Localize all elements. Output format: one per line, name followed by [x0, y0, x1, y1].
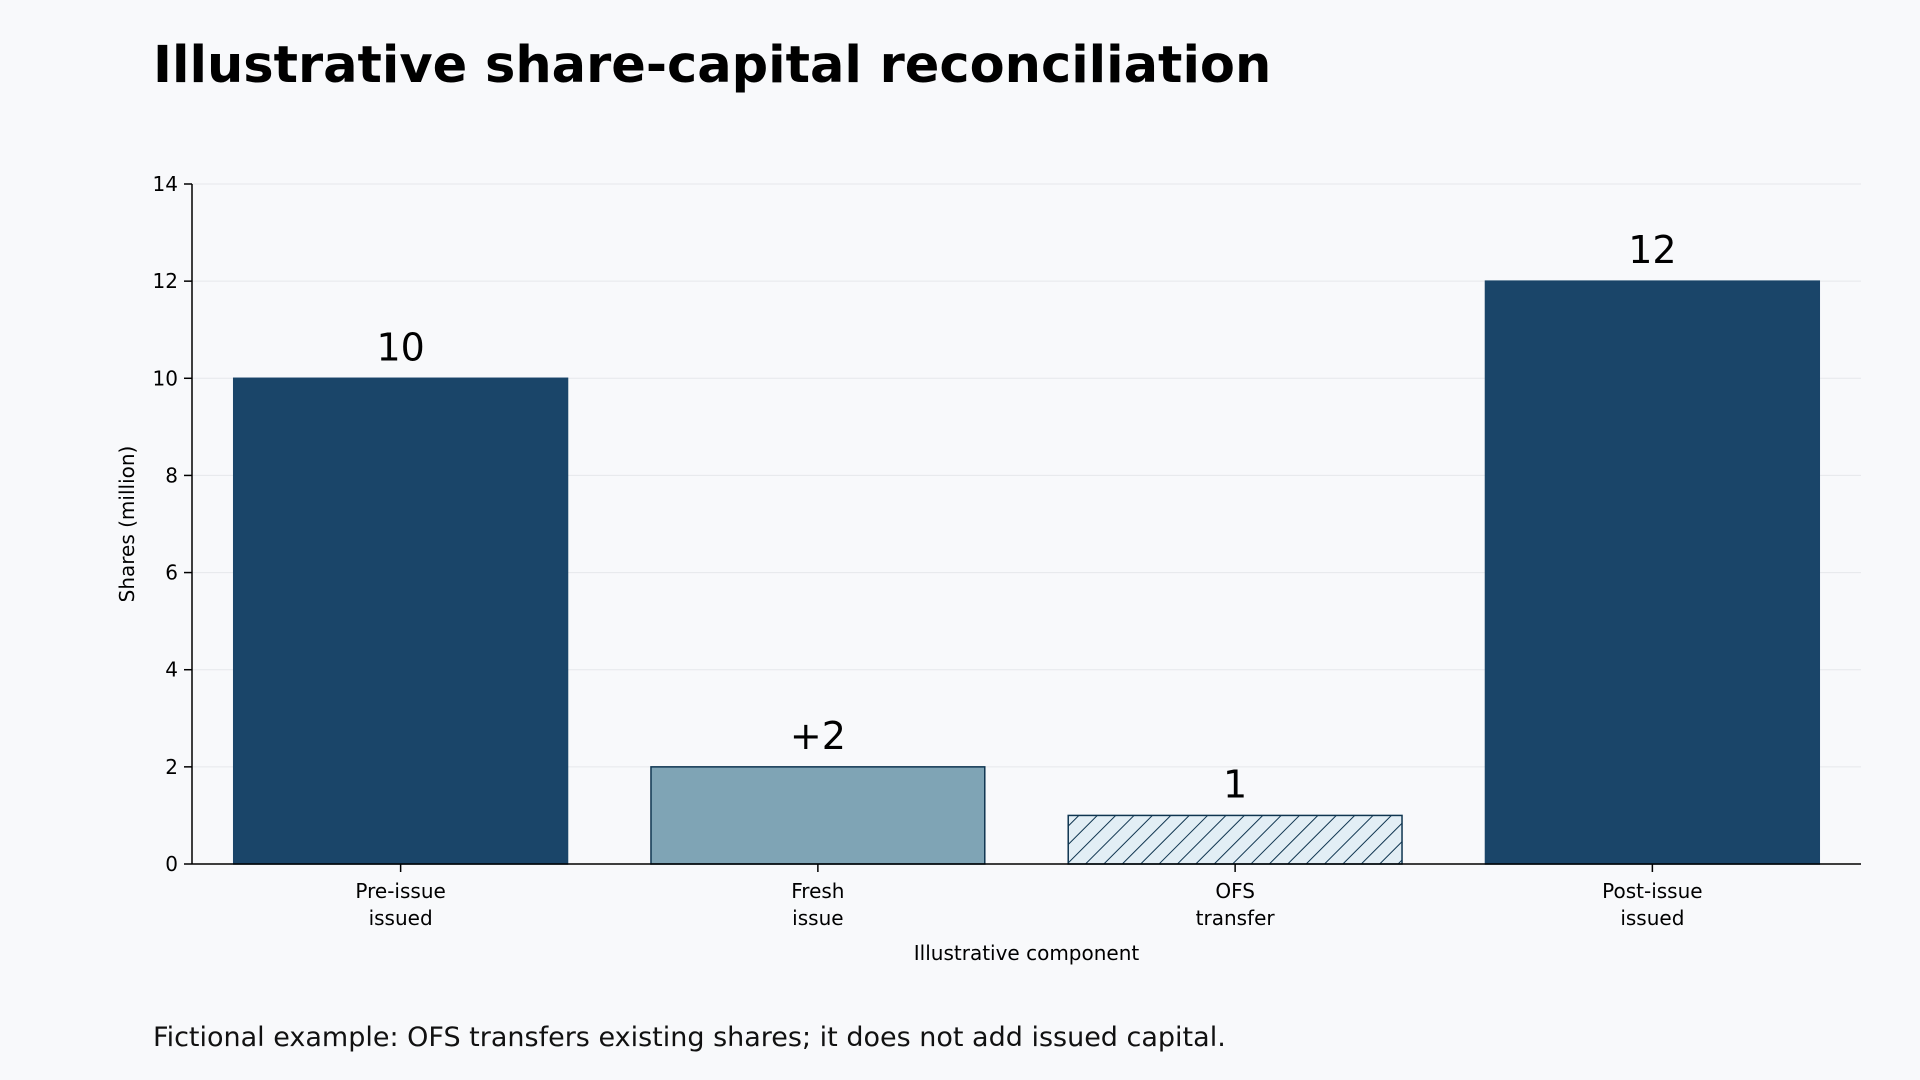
- x-tick-label: Fresh: [791, 879, 844, 903]
- x-tick-label: issued: [369, 906, 433, 930]
- x-tick-label: Post-issue: [1602, 879, 1702, 903]
- data-label: 10: [376, 325, 424, 369]
- chart-title: Illustrative share-capital reconciliatio…: [153, 36, 1272, 95]
- x-tick-label: issued: [1620, 906, 1684, 930]
- bar: [1484, 280, 1821, 865]
- y-tick-label: 6: [165, 561, 178, 585]
- x-tick-label: transfer: [1196, 906, 1276, 930]
- y-tick-label: 8: [165, 463, 178, 487]
- axes: [184, 183, 1861, 872]
- x-tick-label: issue: [792, 906, 843, 930]
- y-tick-label: 2: [165, 755, 178, 779]
- bar: [1067, 814, 1403, 865]
- y-tick-label: 10: [153, 366, 178, 390]
- bar: [232, 377, 569, 865]
- x-axis-title: Illustrative component: [914, 941, 1140, 965]
- x-tick-label: Pre-issue: [355, 879, 445, 903]
- data-label: 1: [1223, 762, 1247, 806]
- data-label: 12: [1628, 228, 1676, 272]
- y-axis-title: Shares (million): [115, 446, 139, 603]
- y-tick-label: 12: [153, 269, 178, 293]
- bar: [650, 766, 986, 865]
- y-tick-label: 4: [165, 658, 178, 682]
- data-label: +2: [790, 714, 846, 758]
- labels: 0 2 4 6 8 10 12 14 10 Pre-issue issued +2 Fresh issue…: [115, 172, 1703, 965]
- bars: [232, 280, 1821, 865]
- x-tick-label: OFS: [1215, 879, 1255, 903]
- y-tick-label: 0: [165, 852, 178, 876]
- footnote: Fictional example: OFS transfers existin…: [153, 1022, 1226, 1053]
- y-tick-label: 14: [153, 172, 178, 196]
